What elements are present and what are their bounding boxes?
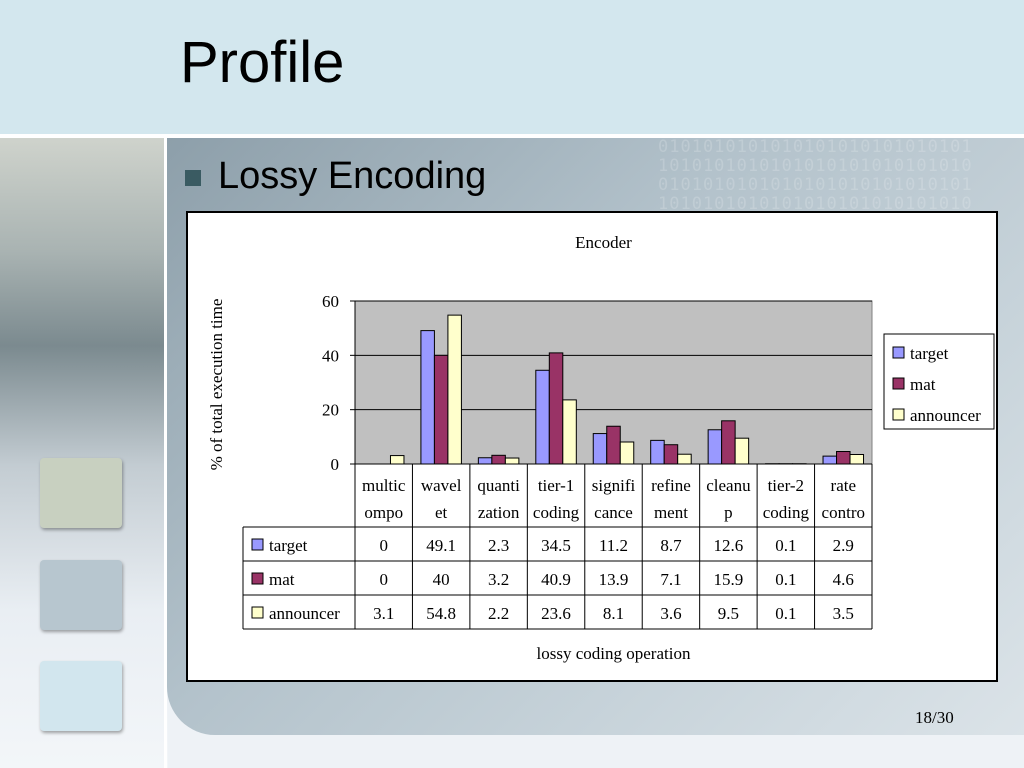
bar-mat	[548, 352, 564, 465]
bar-target	[420, 330, 435, 465]
data-label: 0.1	[775, 536, 796, 555]
data-label: 3.2	[488, 570, 509, 589]
bar-announcer	[677, 453, 692, 465]
x-tick-label: ompo	[364, 503, 403, 522]
x-tick-label: multic	[362, 476, 406, 495]
x-axis-label: lossy coding operation	[537, 644, 691, 663]
table-legend-key-announcer	[251, 606, 264, 619]
data-label: 2.9	[833, 536, 854, 555]
slide-header	[0, 0, 1024, 136]
decor-block-1	[40, 458, 122, 528]
data-label: 34.5	[541, 536, 571, 555]
bar-target	[650, 439, 665, 465]
y-tick-label: 20	[322, 401, 339, 420]
legend-label: target	[910, 344, 949, 363]
x-tick-label: zation	[478, 503, 520, 522]
side-panel	[0, 138, 168, 768]
legend-label: announcer	[910, 406, 981, 425]
x-tick-label: contro	[822, 503, 865, 522]
y-tick-label: 40	[322, 346, 339, 365]
bar-mat	[433, 354, 449, 465]
bar-target	[707, 429, 723, 465]
x-tick-label: ment	[654, 503, 688, 522]
header-divider	[0, 134, 1024, 138]
legend-key-mat	[892, 377, 905, 390]
data-label: 13.9	[599, 570, 629, 589]
encoder-chart: Encoder 0 20 40 60 % of total execution time m…	[207, 233, 995, 663]
bar-target	[822, 455, 838, 465]
data-label: 4.6	[833, 570, 854, 589]
y-axis-label: % of total execution time	[207, 299, 226, 471]
bar-mat	[836, 451, 851, 465]
x-tick-label: coding	[533, 503, 580, 522]
legend-key-announcer	[892, 408, 905, 421]
table-series-label: announcer	[269, 604, 340, 623]
x-tick-label: cance	[594, 503, 633, 522]
x-tick-label: p	[724, 503, 733, 522]
data-label: 40.9	[541, 570, 571, 589]
x-tick-label: coding	[763, 503, 810, 522]
bar-target	[535, 369, 550, 465]
data-label: 15.9	[714, 570, 744, 589]
chart-title: Encoder	[575, 233, 632, 252]
bar-mat	[663, 444, 679, 465]
data-label: 12.6	[714, 536, 744, 555]
x-tick-label: quanti	[477, 476, 520, 495]
data-label: 7.1	[660, 570, 681, 589]
y-tick-label: 60	[322, 292, 339, 311]
bar-announcer	[734, 437, 750, 465]
side-divider	[164, 138, 167, 768]
data-label: 8.7	[660, 536, 682, 555]
data-label: 0.1	[775, 604, 796, 623]
data-label: 11.2	[599, 536, 628, 555]
x-tick-label: wavel	[421, 476, 462, 495]
data-label: 0.1	[775, 570, 796, 589]
bar-target	[592, 433, 608, 465]
data-label: 23.6	[541, 604, 571, 623]
y-tick-label: 0	[331, 455, 340, 474]
data-label: 0	[379, 570, 388, 589]
table-series-label: mat	[269, 570, 295, 589]
bullet-text: Lossy Encoding	[218, 155, 487, 197]
bar-announcer	[447, 314, 462, 465]
table-legend-key-target	[251, 538, 264, 551]
decor-block-2	[40, 560, 122, 630]
bar-mat	[606, 425, 621, 465]
bar-announcer	[619, 441, 635, 465]
data-label: 9.5	[718, 604, 739, 623]
slide-title: Profile	[180, 30, 345, 95]
bar-announcer	[562, 399, 577, 465]
x-tick-label: et	[435, 503, 448, 522]
x-tick-label: signifi	[592, 476, 636, 495]
x-tick-label: cleanu	[706, 476, 751, 495]
bar-announcer	[504, 457, 520, 465]
data-label: 0	[379, 536, 388, 555]
decor-block-3	[40, 661, 122, 731]
data-label: 3.1	[373, 604, 394, 623]
data-label: 8.1	[603, 604, 624, 623]
table-series-label: target	[269, 536, 308, 555]
data-label: 40	[433, 570, 450, 589]
bar-announcer	[389, 455, 405, 465]
bar-mat	[491, 454, 506, 465]
data-label: 2.3	[488, 536, 509, 555]
bar-target	[477, 457, 493, 465]
table-legend-key-mat	[251, 572, 264, 585]
bar-announcer	[849, 453, 865, 465]
x-tick-label: tier-2	[768, 476, 804, 495]
legend-key-target	[892, 346, 905, 359]
data-label: 3.6	[660, 604, 681, 623]
x-tick-label: rate	[831, 476, 856, 495]
page-number: 18/30	[915, 708, 954, 727]
x-tick-label: tier-1	[538, 476, 574, 495]
chart-container: Encoder 0 20 40 60 % of total execution time m…	[186, 211, 998, 682]
bullet-marker	[185, 170, 201, 186]
data-label: 49.1	[426, 536, 456, 555]
data-label: 2.2	[488, 604, 509, 623]
data-label: 54.8	[426, 604, 456, 623]
bar-mat	[721, 420, 736, 465]
x-tick-label: refine	[651, 476, 691, 495]
legend-label: mat	[910, 375, 936, 394]
data-label: 3.5	[833, 604, 854, 623]
